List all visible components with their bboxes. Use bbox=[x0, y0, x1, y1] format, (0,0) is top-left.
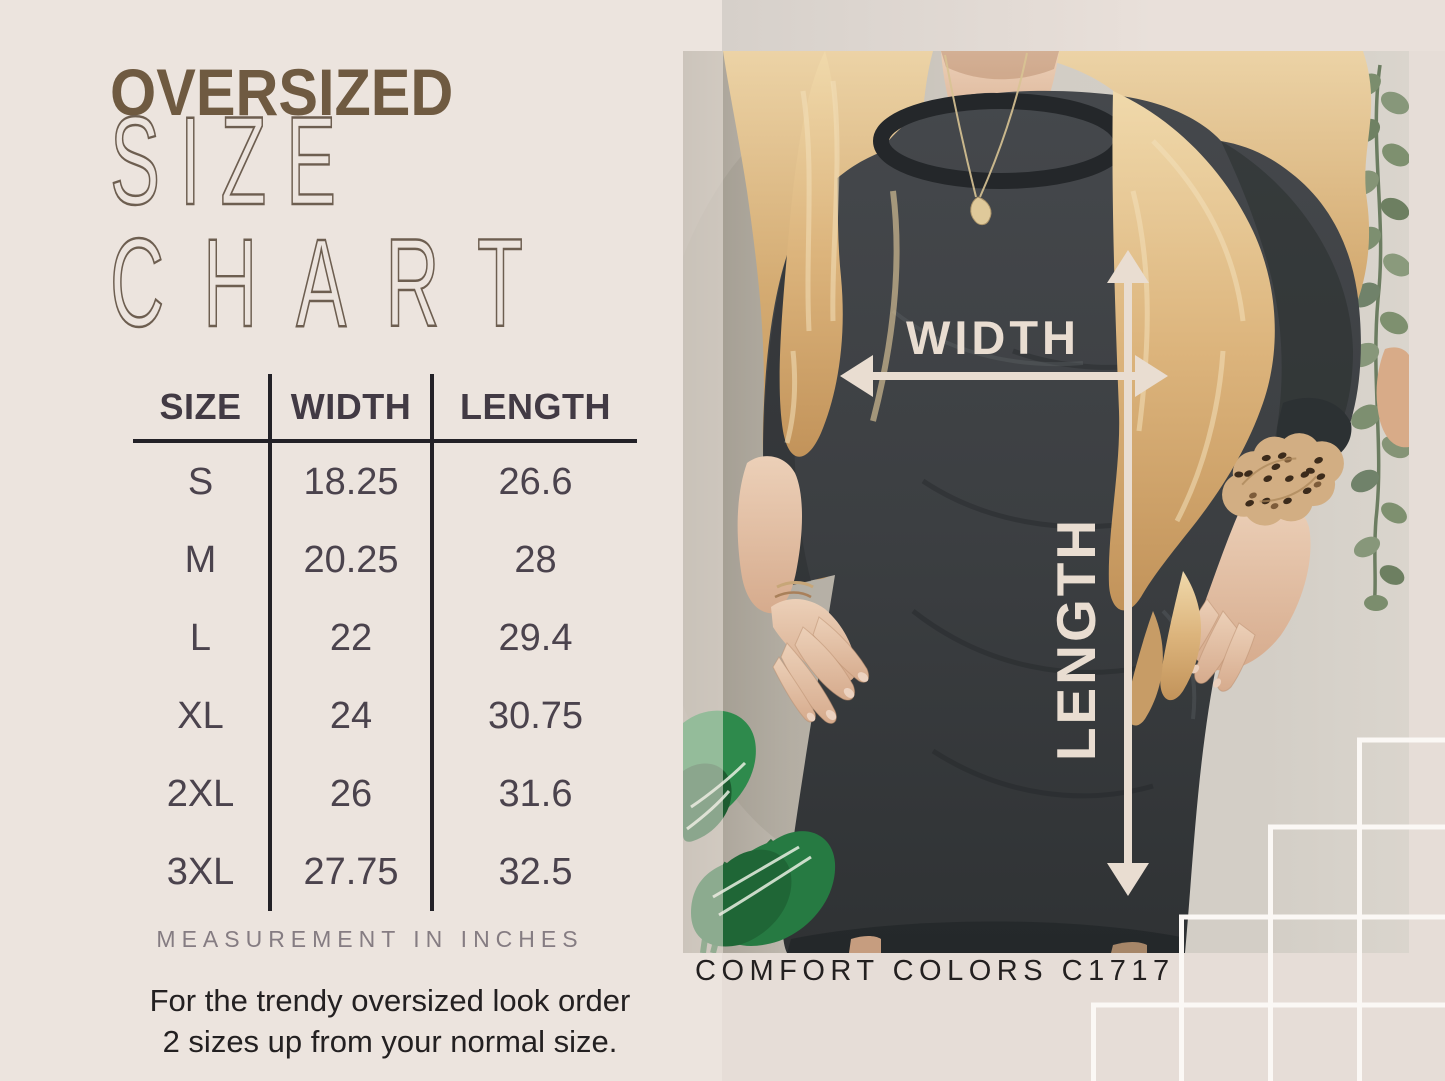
shirt-model-caption: COMFORT COLORS C1717 bbox=[695, 955, 1175, 987]
table-cell-width: 22 bbox=[268, 599, 430, 677]
table-cell-length: 29.4 bbox=[430, 599, 637, 677]
table-cell-length: 31.6 bbox=[430, 755, 637, 833]
table-cell-size: S bbox=[187, 460, 214, 503]
title-line-size: SIZE bbox=[110, 106, 356, 231]
top-background-strip bbox=[722, 0, 1445, 51]
length-arrowhead-bottom bbox=[1107, 863, 1149, 896]
width-arrowhead-right bbox=[1135, 355, 1168, 397]
table-cell-width: 27.75 bbox=[268, 833, 430, 911]
size-chart-title: SIZE CHART bbox=[109, 106, 562, 351]
table-cell-size: M bbox=[184, 538, 217, 581]
size-table: SIZE WIDTH LENGTH S 18.25 26.6 M 20.25 2… bbox=[133, 374, 637, 911]
bracelet bbox=[776, 581, 814, 589]
kicker-oversized: OVERSIZED bbox=[110, 55, 454, 129]
table-cell-width: 26 bbox=[268, 755, 430, 833]
table-cell-size: 3XL bbox=[166, 850, 235, 893]
table-cell-size: L bbox=[189, 616, 212, 659]
col-header-width: WIDTH bbox=[268, 374, 430, 443]
table-cell-size: 2XL bbox=[166, 772, 235, 815]
table-cell-length: 28 bbox=[430, 521, 637, 599]
width-arrowhead-left bbox=[840, 355, 873, 397]
table-cell-length: 30.75 bbox=[430, 677, 637, 755]
left-arm-hand bbox=[737, 456, 870, 724]
hair-front bbox=[779, 51, 1275, 726]
table-cell-length: 32.5 bbox=[430, 833, 637, 911]
table-cell-width: 24 bbox=[268, 677, 430, 755]
footnote-line1: For the trendy oversized look order bbox=[149, 983, 631, 1018]
width-label: WIDTH bbox=[906, 311, 1080, 364]
col-header-length: LENGTH bbox=[430, 374, 637, 443]
table-cell-width: 20.25 bbox=[268, 521, 430, 599]
col-header-size: SIZE bbox=[133, 374, 268, 443]
table-cell-size: XL bbox=[177, 694, 224, 737]
unit-note: MEASUREMENT IN INCHES bbox=[156, 926, 584, 952]
measurement-arrows: WIDTH LENGTH bbox=[840, 250, 1168, 896]
length-label: LENGTH bbox=[1045, 517, 1107, 761]
footnote-line2: 2 sizes up from your normal size. bbox=[162, 1024, 618, 1059]
footnote: For the trendy oversized look order 2 si… bbox=[90, 980, 690, 1062]
model-photo: WIDTH LENGTH bbox=[683, 51, 1409, 953]
right-elbow bbox=[1376, 347, 1409, 448]
leopard-scrunchie bbox=[1222, 433, 1344, 526]
table-cell-length: 26.6 bbox=[430, 443, 637, 521]
necklace bbox=[944, 52, 1028, 226]
photo-edge-overlay bbox=[683, 51, 723, 953]
title-line-chart: CHART bbox=[110, 213, 562, 351]
heart-pendant bbox=[970, 196, 992, 226]
table-cell-width: 18.25 bbox=[268, 443, 430, 521]
length-arrowhead-top bbox=[1107, 250, 1149, 283]
